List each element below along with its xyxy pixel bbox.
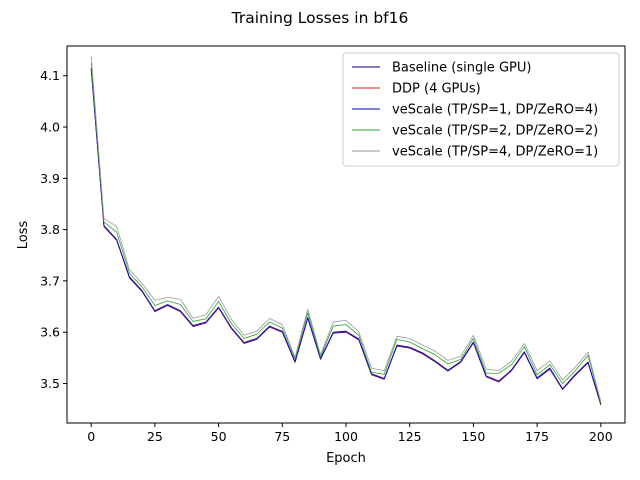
x-tick-label: 200: [589, 429, 613, 444]
x-tick-label: 75: [274, 429, 290, 444]
y-tick-label: 4.1: [40, 68, 60, 83]
legend-label-1: Baseline (single GPU): [392, 61, 531, 76]
y-tick-label: 3.5: [40, 376, 60, 391]
y-tick-label: 3.7: [40, 273, 60, 288]
x-tick-label: 175: [525, 429, 549, 444]
series-line-5: [90, 56, 602, 402]
y-tick-label: 3.9: [40, 171, 60, 186]
chart-title: Training Losses in bf16: [231, 9, 409, 27]
x-tick-label: 50: [211, 429, 227, 444]
y-tick-label: 3.6: [40, 325, 60, 340]
x-axis-label: Epoch: [326, 451, 366, 466]
legend-label-3: veScale (TP/SP=1, DP/ZeRO=4): [392, 103, 598, 118]
legend-label-5: veScale (TP/SP=4, DP/ZeRO=1): [392, 145, 598, 160]
y-axis-label: Loss: [16, 221, 31, 250]
y-axis: 3.5 3.6 3.7 3.8 3.9 4.0 4.1: [40, 68, 67, 391]
x-tick-label: 100: [334, 429, 358, 444]
x-tick-label: 25: [147, 429, 163, 444]
x-tick-label: 0: [87, 429, 95, 444]
legend-box: [342, 52, 620, 167]
legend-label-2: DDP (4 GPUs): [392, 82, 481, 97]
x-tick-label: 125: [398, 429, 422, 444]
series-line-3: [90, 68, 602, 405]
legend: Baseline (single GPU) DDP (4 GPUs) veScale…: [342, 52, 620, 167]
legend-label-4: veScale (TP/SP=2, DP/ZeRO=2): [392, 124, 598, 139]
y-tick-label: 3.8: [40, 222, 60, 237]
x-tick-label: 150: [461, 429, 485, 444]
series-line-4: [90, 62, 602, 404]
y-tick-label: 4.0: [40, 120, 60, 135]
x-axis: 0 25 50 75 100 125 150 175 200: [87, 423, 613, 444]
